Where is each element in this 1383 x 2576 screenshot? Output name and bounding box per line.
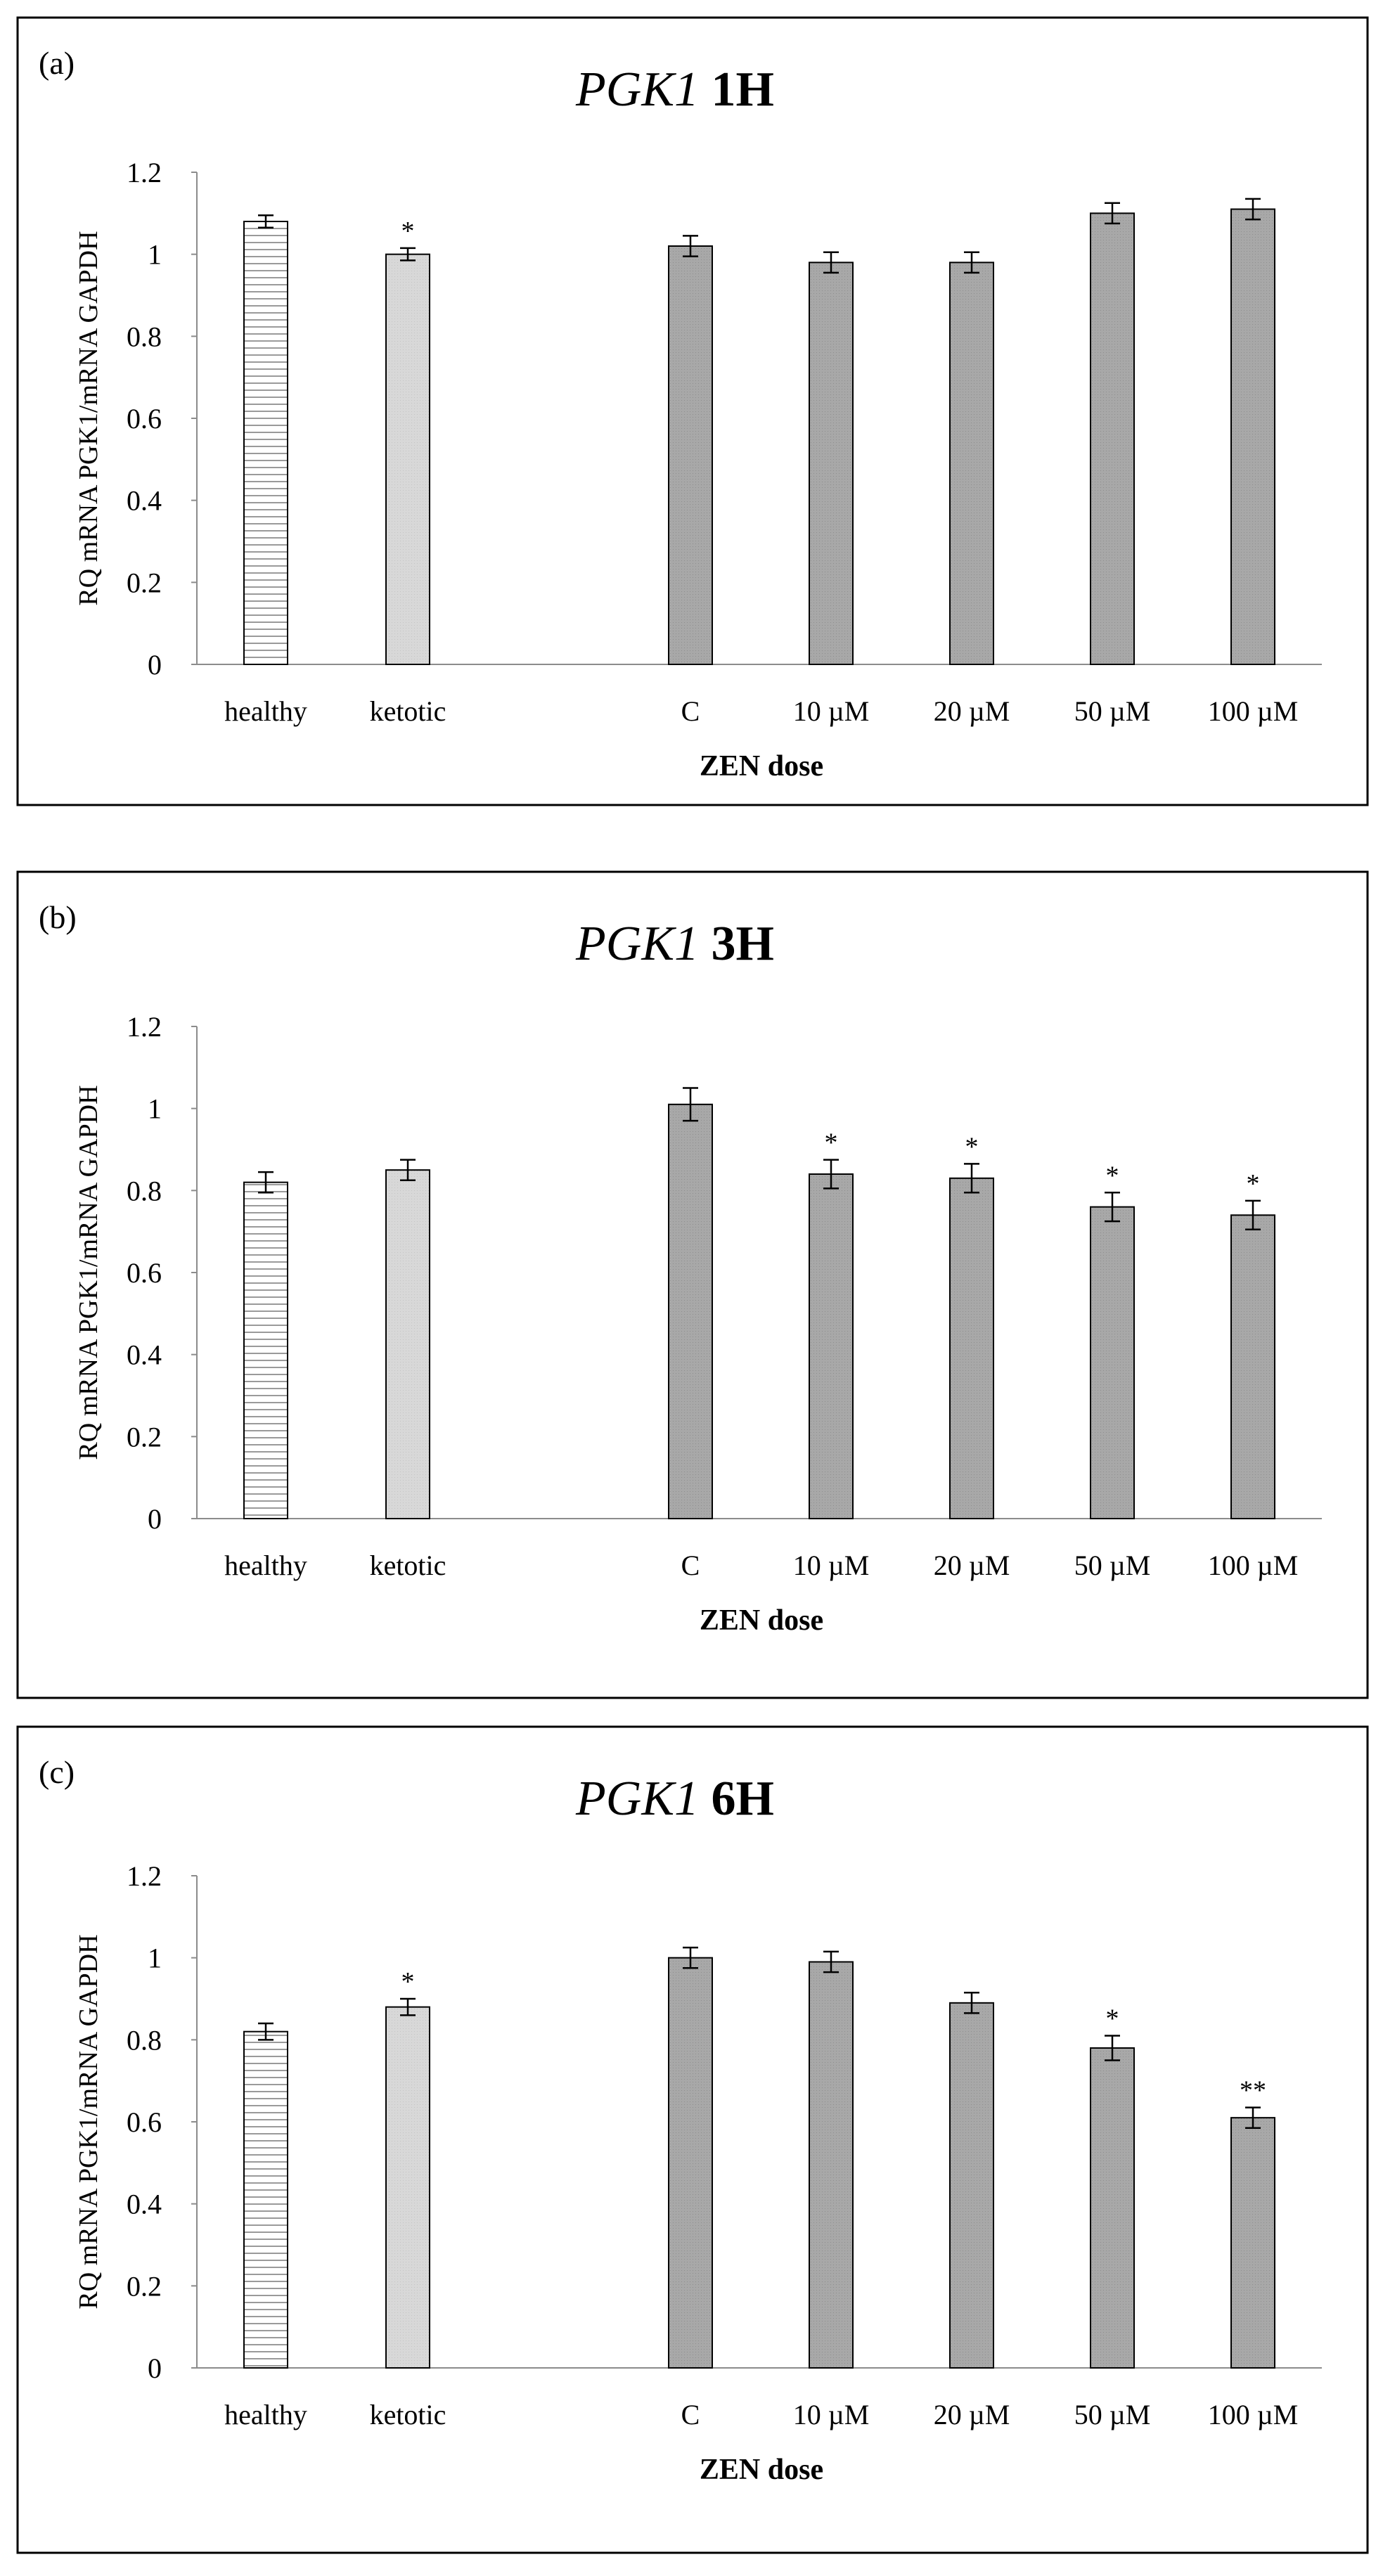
chart-panel-1: (a) PGK1 1H 0 0.2 0.4 0.6 0.8 1 1.2 RQ mRNA PGK1/… [16, 16, 1369, 806]
x-tick-label: 100 µM [1208, 2399, 1299, 2430]
y-tick-label: 1.2 [127, 157, 162, 188]
chart-title-gene: PGK1 [575, 1772, 712, 1826]
panel-frame [16, 870, 1369, 1699]
x-tick-label: ketotic [370, 2399, 446, 2430]
chart-title: PGK1 6H [575, 1772, 774, 1826]
x-tick-label: 10 µM [793, 695, 870, 727]
significance-marker: * [401, 1967, 415, 1997]
y-tick-label: 1.2 [127, 1860, 162, 1892]
x-tick-label: 50 µM [1074, 2399, 1151, 2430]
x-tick-label: 10 µM [793, 2399, 870, 2430]
bar [809, 1173, 854, 1519]
panel-label: (c) [39, 1754, 75, 1790]
bar [668, 245, 713, 665]
significance-marker: * [965, 1132, 979, 1161]
x-tick-label: 100 µM [1208, 1550, 1299, 1581]
y-tick-label: 0.6 [127, 403, 162, 434]
y-tick-label: 0.4 [127, 485, 162, 517]
x-tick-label: healthy [224, 695, 307, 727]
bar [809, 262, 854, 666]
x-tick-label: 50 µM [1074, 1550, 1151, 1581]
bar [1090, 2047, 1135, 2369]
bar [809, 1961, 854, 2369]
x-tick-label: ketotic [370, 695, 446, 727]
y-axis-label: RQ mRNA PGK1/mRNA GAPDH [74, 1085, 103, 1460]
chart-title-gene: PGK1 [575, 63, 712, 117]
x-tick-label: 20 µM [934, 2399, 1010, 2430]
significance-marker: ** [1240, 2076, 1266, 2106]
x-tick-label: ketotic [370, 1550, 446, 1581]
bar [243, 1181, 288, 1519]
x-tick-label: 20 µM [934, 695, 1010, 727]
bar [1090, 212, 1135, 666]
bar [385, 1169, 430, 1519]
chart-title: PGK1 1H [575, 63, 774, 117]
panel-frame [16, 16, 1369, 806]
significance-marker: * [825, 1128, 838, 1158]
bar [385, 253, 430, 665]
y-tick-label: 0 [148, 2352, 162, 2384]
x-tick-label: 50 µM [1074, 695, 1151, 727]
y-tick-label: 0 [148, 649, 162, 681]
chart-panel-3: (c) PGK1 6H 0 0.2 0.4 0.6 0.8 1 1.2 RQ mRNA PGK1/… [16, 1725, 1369, 2554]
bar [1230, 2117, 1275, 2369]
y-tick-label: 0 [148, 1503, 162, 1535]
panel-frame [16, 1725, 1369, 2554]
panel-label: (a) [39, 45, 75, 81]
bar [243, 2030, 288, 2369]
bar [668, 1957, 713, 2369]
y-tick-label: 1 [148, 239, 162, 271]
x-tick-label: healthy [224, 1550, 307, 1581]
y-axis-label: RQ mRNA PGK1/mRNA GAPDH [74, 231, 103, 605]
x-tick-label: C [681, 2399, 700, 2430]
chart-panel-2: (b) PGK1 3H 0 0.2 0.4 0.6 0.8 1 1.2 RQ mRNA PGK1/… [16, 870, 1369, 1699]
x-tick-label: C [681, 695, 700, 727]
significance-marker: * [1106, 1161, 1119, 1190]
y-tick-label: 0.8 [127, 2024, 162, 2056]
y-tick-label: 0.8 [127, 1175, 162, 1206]
x-tick-label: C [681, 1550, 700, 1581]
bar [1230, 1214, 1275, 1520]
bar [949, 2002, 994, 2369]
y-tick-label: 0.8 [127, 321, 162, 352]
x-tick-label: 20 µM [934, 1550, 1010, 1581]
y-tick-label: 0.2 [127, 1421, 162, 1453]
x-tick-label: 100 µM [1208, 695, 1299, 727]
bar [668, 1103, 713, 1520]
bar [949, 262, 994, 666]
y-tick-label: 0.2 [127, 567, 162, 598]
x-axis-label: ZEN dose [700, 1604, 823, 1637]
y-axis-label: RQ mRNA PGK1/mRNA GAPDH [74, 1934, 103, 2309]
y-tick-label: 1 [148, 1093, 162, 1125]
chart-title-time: 6H [712, 1772, 774, 1826]
y-tick-label: 1.2 [127, 1011, 162, 1043]
bar [243, 221, 288, 665]
y-tick-label: 0.6 [127, 2106, 162, 2138]
bar [949, 1177, 994, 1520]
y-tick-label: 0.6 [127, 1257, 162, 1289]
bar [1090, 1206, 1135, 1519]
y-tick-label: 1 [148, 1943, 162, 1974]
chart-title: PGK1 3H [575, 917, 774, 971]
x-axis-label: ZEN dose [700, 2454, 823, 2486]
x-tick-label: healthy [224, 2399, 307, 2430]
significance-marker: * [401, 217, 415, 246]
bar [385, 2006, 430, 2369]
significance-marker: * [1106, 2004, 1119, 2034]
bar [1230, 208, 1275, 665]
x-axis-label: ZEN dose [700, 750, 823, 783]
y-tick-label: 0.2 [127, 2270, 162, 2302]
chart-title-gene: PGK1 [575, 917, 712, 971]
y-tick-label: 0.4 [127, 2189, 162, 2220]
chart-title-time: 1H [712, 63, 774, 117]
significance-marker: * [1247, 1169, 1260, 1199]
y-tick-label: 0.4 [127, 1339, 162, 1371]
x-tick-label: 10 µM [793, 1550, 870, 1581]
panel-label: (b) [39, 899, 77, 935]
chart-title-time: 3H [712, 917, 774, 971]
